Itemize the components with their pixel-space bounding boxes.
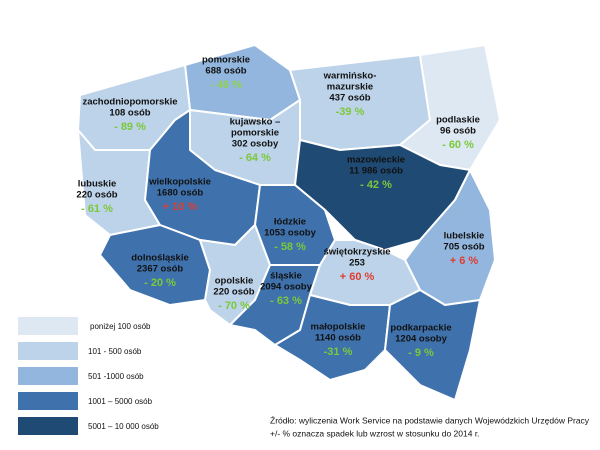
region-count: 1140 osób [315,333,361,344]
region-count: 1680 osób [157,188,204,199]
region-count: 1204 osoby [395,334,447,345]
legend-label: 501 -1000 osób [88,372,144,381]
legend-label: 1001 – 5000 osób [88,397,153,406]
legend: poniżej 100 osób 101 - 500 osób 501 -1000 … [18,317,159,435]
region-change: - 20 % [144,277,176,289]
region-change: - 70 % [218,300,250,312]
region-count: 688 osób [205,66,246,77]
region-name: lubelskie [444,231,485,242]
region-change: -31 % [324,346,353,358]
region-count: 96 osób [440,126,476,137]
region-change: - 64 % [239,152,271,164]
region-name: pomorskie [202,55,250,66]
region-name: opolskie [215,276,254,287]
region-name: dolnośląskie [131,253,189,264]
region-count: 220 osób [213,287,254,298]
region-change: - 63 % [270,295,302,307]
region-name: warmińsko- [323,71,377,82]
region-name: pomorskie [231,128,279,139]
region-change: -39 % [336,106,365,118]
region-count: 2367 osób [137,264,184,275]
legend-swatch [18,417,78,435]
region [384,289,481,401]
region-change: - 61 % [81,203,113,215]
region-name: lubuskie [78,179,117,190]
region-change: + 60 % [340,271,375,283]
legend-label: 5001 – 10 000 osób [88,422,159,431]
region-change: - 58 % [274,241,306,253]
source-note: Źródło: wyliczenia Work Service na podst… [270,415,590,425]
region-name: wielkopolskie [148,177,211,188]
region-name: śląskie [270,271,302,282]
legend-label: poniżej 100 osób [90,322,151,331]
region-name: zachodniopomorskie [82,97,177,108]
legend-swatch [18,342,78,360]
region-name: mazowieckie [347,155,405,166]
change-note: +/- % oznacza spadek lub wzrost w stosun… [270,428,480,438]
region-change: - 9 % [408,347,434,359]
region-count: 253 [349,258,365,269]
region-count: 302 osoby [232,139,279,150]
region-name: łódzkie [274,217,306,228]
legend-swatch [18,392,78,410]
region-name: świętokrzyskie [323,247,390,258]
region [274,294,391,381]
region-change: + 6 % [450,255,479,267]
region-change: - 46 % [210,79,242,91]
regions [77,44,501,401]
region-count: 1053 osoby [264,228,316,239]
region-count: 108 osób [109,108,150,119]
region-name: podkarpackie [390,323,451,334]
region-count: 2094 osoby [260,282,312,293]
legend-label: 101 - 500 osób [88,347,142,356]
region-count: 11 986 osób [349,166,403,177]
region-count: 220 osób [76,190,117,201]
region-name: kujawsko – [230,117,281,128]
region-name: mazurskie [327,82,373,93]
region-count: 437 osób [329,93,370,104]
region-change: + 10 % [163,201,198,213]
region-change: - 60 % [442,139,474,151]
legend-swatch [18,317,78,335]
region-name: małopolskie [311,322,366,333]
region-count: 705 osób [443,242,484,253]
legend-swatch [18,367,78,385]
region-name: podlaskie [436,115,480,126]
region-change: - 89 % [114,121,146,133]
region-change: - 42 % [360,179,392,191]
